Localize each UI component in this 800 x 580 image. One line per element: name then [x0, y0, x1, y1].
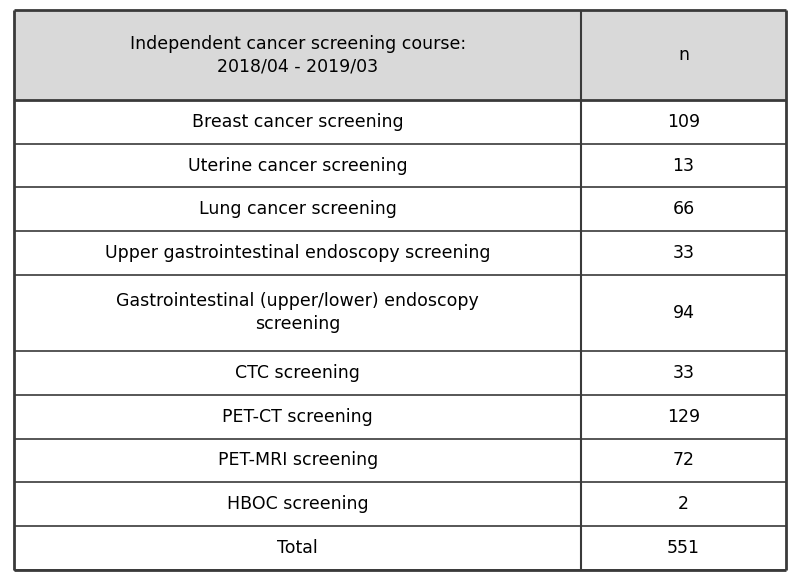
- Text: n: n: [678, 46, 689, 64]
- Bar: [582, 351, 786, 395]
- Text: 13: 13: [673, 157, 694, 175]
- Text: Breast cancer screening: Breast cancer screening: [192, 113, 404, 131]
- Text: 94: 94: [673, 304, 694, 322]
- Text: PET-MRI screening: PET-MRI screening: [218, 451, 378, 469]
- Bar: [14, 187, 582, 231]
- Bar: [14, 10, 582, 100]
- Text: Independent cancer screening course:
2018/04 - 2019/03: Independent cancer screening course: 201…: [130, 35, 466, 75]
- Text: Upper gastrointestinal endoscopy screening: Upper gastrointestinal endoscopy screeni…: [105, 244, 490, 262]
- Text: PET-CT screening: PET-CT screening: [222, 408, 373, 426]
- Text: 33: 33: [673, 244, 694, 262]
- Bar: [14, 100, 582, 144]
- Text: 72: 72: [673, 451, 694, 469]
- Text: Lung cancer screening: Lung cancer screening: [199, 200, 397, 218]
- Bar: [14, 275, 582, 351]
- Bar: [582, 144, 786, 187]
- Bar: [582, 395, 786, 438]
- Text: 2: 2: [678, 495, 689, 513]
- Bar: [582, 526, 786, 570]
- Bar: [14, 395, 582, 438]
- Bar: [582, 482, 786, 526]
- Bar: [582, 275, 786, 351]
- Bar: [14, 482, 582, 526]
- Bar: [582, 231, 786, 275]
- Text: CTC screening: CTC screening: [235, 364, 360, 382]
- Text: Total: Total: [278, 539, 318, 557]
- Bar: [14, 231, 582, 275]
- Text: 551: 551: [667, 539, 700, 557]
- Bar: [14, 144, 582, 187]
- Bar: [14, 526, 582, 570]
- Bar: [582, 187, 786, 231]
- Bar: [582, 10, 786, 100]
- Text: HBOC screening: HBOC screening: [227, 495, 369, 513]
- Text: 33: 33: [673, 364, 694, 382]
- Text: 109: 109: [667, 113, 700, 131]
- Text: 129: 129: [667, 408, 700, 426]
- Bar: [582, 100, 786, 144]
- Text: 66: 66: [672, 200, 694, 218]
- Bar: [14, 351, 582, 395]
- Text: Uterine cancer screening: Uterine cancer screening: [188, 157, 408, 175]
- Bar: [582, 438, 786, 482]
- Bar: [14, 438, 582, 482]
- Text: Gastrointestinal (upper/lower) endoscopy
screening: Gastrointestinal (upper/lower) endoscopy…: [117, 292, 479, 333]
